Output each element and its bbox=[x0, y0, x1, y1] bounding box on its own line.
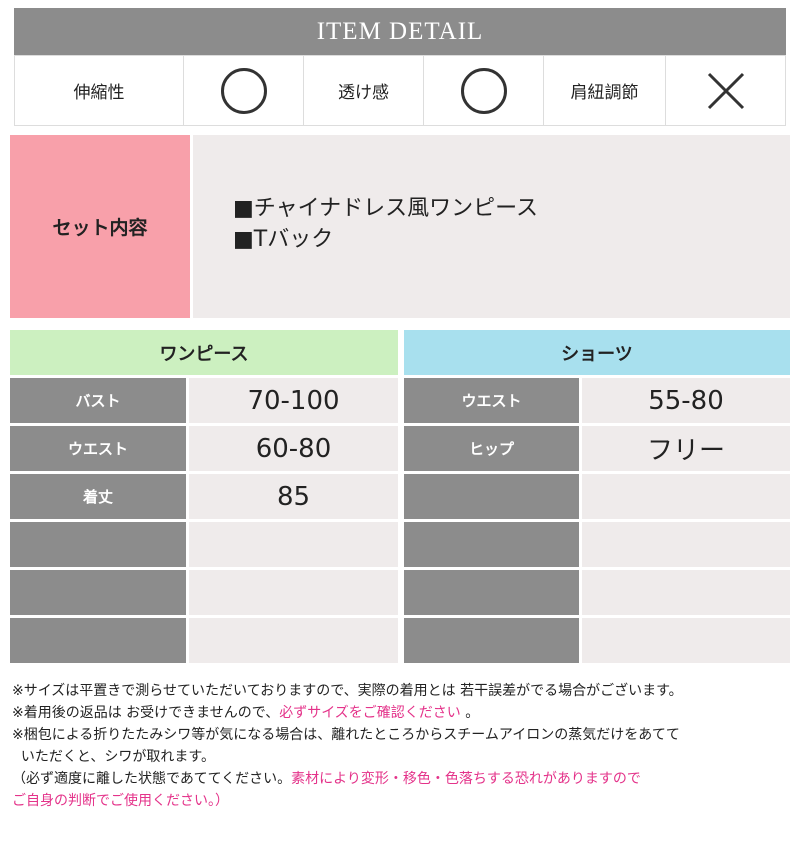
circle-icon bbox=[460, 67, 507, 114]
onepiece-size-label bbox=[10, 570, 186, 615]
shorts-size-label bbox=[404, 474, 579, 519]
note-line: ※着用後の返品は お受けできませんので、 bbox=[12, 705, 280, 721]
onepiece-size-value bbox=[189, 570, 398, 615]
shorts-size-value bbox=[582, 474, 790, 519]
note-highlight: ご自身の判断でご使用ください。） bbox=[12, 793, 229, 809]
attr-label-strap: 肩紐調節 bbox=[544, 56, 666, 125]
shorts-size-header: ショーツ bbox=[404, 330, 790, 375]
onepiece-size-label bbox=[10, 522, 186, 567]
onepiece-size-label bbox=[10, 618, 186, 663]
attr-label-sheer: 透け感 bbox=[304, 56, 424, 125]
onepiece-size-value bbox=[189, 522, 398, 567]
onepiece-size-value: 70-100 bbox=[189, 378, 398, 423]
onepiece-size-label: ウエスト bbox=[10, 426, 186, 471]
set-item: ■チャイナドレス風ワンピース bbox=[233, 196, 539, 221]
note-highlight: 必ずサイズをご確認ください bbox=[279, 705, 461, 721]
onepiece-size-header: ワンピース bbox=[10, 330, 398, 375]
note-highlight: 素材により変形・移色・色落ちする恐れがありますので bbox=[291, 771, 641, 787]
item-detail-header: ITEM DETAIL bbox=[14, 8, 786, 55]
notes: ※サイズは平置きで測らせていただいておりますので、実際の着用とは 若干誤差がでる… bbox=[12, 680, 683, 812]
onepiece-size-value bbox=[189, 618, 398, 663]
note-line: 。 bbox=[460, 705, 480, 721]
set-item: ■Tバック bbox=[233, 227, 334, 252]
attr-label-stretch: 伸縮性 bbox=[15, 56, 184, 125]
shorts-size-label: ウエスト bbox=[404, 378, 579, 423]
onepiece-size-value: 60-80 bbox=[189, 426, 398, 471]
shorts-size-label bbox=[404, 522, 579, 567]
shorts-size-value bbox=[582, 522, 790, 567]
set-contents-label: セット内容 bbox=[10, 135, 190, 318]
shorts-size-label: ヒップ bbox=[404, 426, 579, 471]
attr-value-strap bbox=[666, 56, 785, 125]
shorts-size-label bbox=[404, 618, 579, 663]
onepiece-size-value: 85 bbox=[189, 474, 398, 519]
onepiece-size-label: 着丈 bbox=[10, 474, 186, 519]
shorts-size-label bbox=[404, 570, 579, 615]
attr-value-sheer bbox=[424, 56, 544, 125]
note-line: ※梱包による折りたたみシワ等が気になる場合は、離れたところからスチームアイロンの… bbox=[12, 727, 680, 743]
attribute-row: 伸縮性 透け感 肩紐調節 bbox=[14, 55, 786, 126]
note-line: ※サイズは平置きで測らせていただいておりますので、実際の着用とは 若干誤差がでる… bbox=[12, 683, 683, 699]
attr-value-stretch bbox=[184, 56, 304, 125]
note-line: いただくと、シワが取れます。 bbox=[12, 749, 215, 765]
onepiece-size-label: バスト bbox=[10, 378, 186, 423]
circle-icon bbox=[220, 67, 267, 114]
shorts-size-value: 55-80 bbox=[582, 378, 790, 423]
set-contents-list: ■チャイナドレス風ワンピース ■Tバック bbox=[193, 135, 790, 318]
note-line: （必ず適度に離した状態であててください。 bbox=[12, 771, 292, 787]
shorts-size-value bbox=[582, 570, 790, 615]
shorts-size-value: フリー bbox=[582, 426, 790, 471]
shorts-size-value bbox=[582, 618, 790, 663]
cross-icon bbox=[707, 72, 744, 109]
